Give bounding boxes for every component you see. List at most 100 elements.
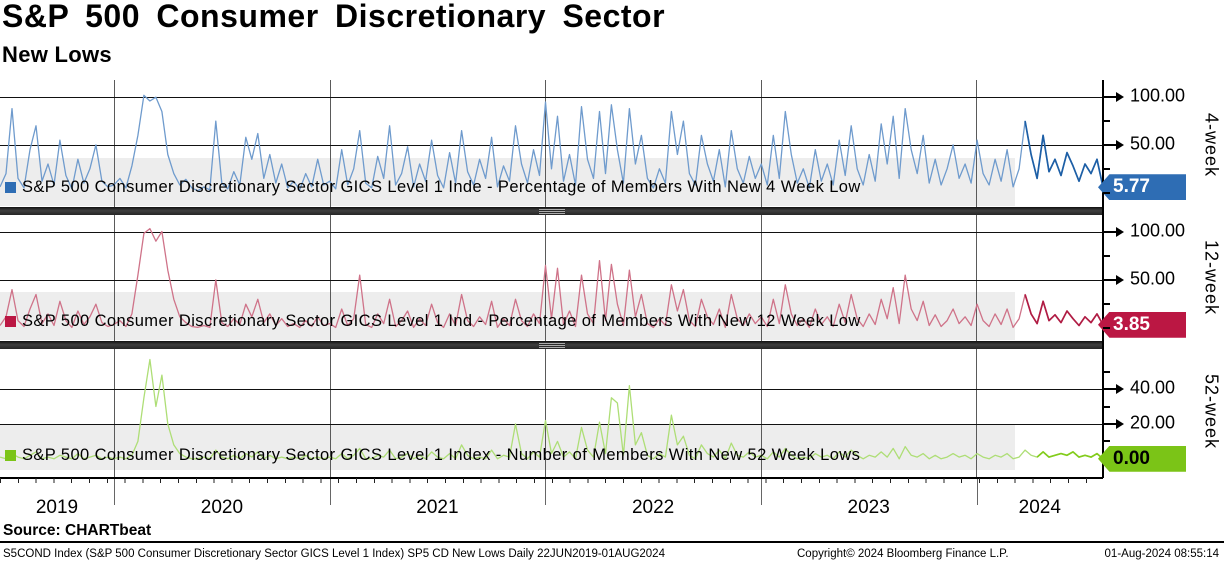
major-gridline — [0, 279, 1103, 281]
panel-divider-1[interactable] — [0, 207, 1103, 215]
panel-divider-2[interactable] — [0, 341, 1103, 349]
legend-4week: S&P 500 Consumer Discretionary Sector GI… — [5, 178, 861, 197]
footer-copyright: Copyright© 2024 Bloomberg Finance L.P. — [797, 548, 1009, 560]
x-axis-year-labels: 2019 2020 2021 2022 2023 2024 — [0, 497, 1103, 521]
y-axis-52week: 0.00 40.00 20.00 — [1098, 349, 1203, 478]
year-label: 2024 — [1018, 497, 1061, 518]
year-gridline — [760, 80, 762, 207]
y-axis-tick-label: 40.00 — [1130, 377, 1176, 398]
year-gridline — [545, 349, 547, 478]
footer-row: S5COND Index (S&P 500 Consumer Discretio… — [0, 545, 1224, 565]
year-tick — [760, 479, 762, 505]
series-line-52week-lows — [0, 358, 1103, 460]
year-gridline — [329, 80, 331, 207]
series-plot-12week — [0, 227, 1103, 329]
y-axis-minor-tick-icon — [1103, 254, 1110, 257]
panel-label-12week: 12-week — [1201, 240, 1222, 316]
year-label: 2021 — [416, 497, 459, 518]
panel-52week-plot[interactable]: S&P 500 Consumer Discretionary Sector GI… — [0, 349, 1103, 478]
year-gridline — [329, 349, 331, 478]
series-plot-4week — [0, 94, 1103, 192]
x-axis-minor-ticks — [0, 478, 1103, 483]
footer-timestamp: 01-Aug-2024 08:55:14 — [1104, 548, 1219, 560]
legend-label: S&P 500 Consumer Discretionary Sector GI… — [22, 312, 861, 330]
y-axis-minor-tick-icon — [1103, 191, 1110, 194]
y-axis-12week: 3.85 100.00 50.00 — [1098, 215, 1203, 341]
y-axis-tick-label: 20.00 — [1130, 412, 1176, 433]
y-axis-tick-label: 100.00 — [1130, 219, 1186, 240]
y-axis-tick-label: 100.00 — [1130, 85, 1186, 106]
y-axis-minor-tick-icon — [1103, 167, 1110, 170]
chart-title: S&P 500 Consumer Discretionary Sector — [2, 0, 666, 34]
series-line-4week-low-recent — [1024, 120, 1103, 188]
series-line-12week-low — [0, 227, 1103, 329]
x-axis-year-dividers — [0, 479, 1103, 505]
major-gridline — [0, 97, 1103, 99]
legend-marker-icon — [5, 316, 16, 327]
legend-52week: S&P 500 Consumer Discretionary Sector GI… — [5, 446, 860, 465]
y-axis-4week: 5.77 100.00 50.00 — [1098, 80, 1203, 207]
divider-grip-icon — [538, 342, 565, 348]
divider-grip-icon — [538, 208, 565, 214]
series-plot-52week — [0, 358, 1103, 460]
year-gridline — [760, 349, 762, 478]
year-gridline — [976, 349, 978, 478]
footer-divider — [0, 541, 1224, 543]
year-label: 2022 — [631, 497, 675, 518]
legend-label: S&P 500 Consumer Discretionary Sector GI… — [22, 178, 861, 196]
panel-12week-plot[interactable]: S&P 500 Consumer Discretionary Sector GI… — [0, 215, 1103, 341]
legend-band — [0, 292, 1015, 340]
year-gridline — [114, 215, 116, 341]
y-axis-minor-tick-icon — [1103, 327, 1110, 330]
last-value-tag-52week: 0.00 — [1098, 445, 1186, 472]
year-gridline — [545, 215, 547, 341]
series-line-52week-lows-recent — [1036, 451, 1103, 460]
year-gridline — [760, 215, 762, 341]
last-value-4week: 5.77 — [1113, 176, 1150, 198]
panel-label-4week: 4-week — [1201, 113, 1222, 178]
major-gridline — [0, 231, 1103, 233]
year-tick — [545, 479, 547, 505]
legend-band — [0, 158, 1015, 206]
chart-area: S&P 500 Consumer Discretionary Sector GI… — [0, 80, 1103, 478]
legend-band — [0, 425, 1015, 470]
last-value-12week: 3.85 — [1113, 313, 1150, 335]
series-line-12week-low-recent — [1024, 294, 1103, 327]
major-gridline — [0, 144, 1103, 146]
y-axis-minor-tick-icon — [1103, 120, 1110, 123]
y-axis-minor-tick-icon — [1103, 303, 1110, 306]
year-tick — [329, 479, 331, 505]
y-axis-tick-label: 50.00 — [1130, 268, 1176, 289]
legend-12week: S&P 500 Consumer Discretionary Sector GI… — [5, 312, 861, 331]
major-gridline — [0, 389, 1103, 391]
y-axis-major-tick-icon — [1103, 384, 1124, 395]
series-line-4week-low — [0, 94, 1103, 192]
year-tick — [976, 479, 978, 505]
gridline-layer — [0, 349, 1103, 478]
y-axis-minor-tick-icon — [1103, 440, 1110, 443]
year-gridline — [976, 215, 978, 341]
y-axis-column: 5.77 100.00 50.00 3.85 100.00 50.00 0.00 4… — [1098, 80, 1203, 478]
gridline-layer — [0, 215, 1103, 341]
legend-marker-icon — [5, 182, 16, 193]
last-value-52week: 0.00 — [1113, 447, 1150, 469]
major-gridline — [0, 424, 1103, 425]
footer-description: S5COND Index (S&P 500 Consumer Discretio… — [3, 548, 665, 560]
year-tick — [114, 479, 116, 505]
year-label: 2020 — [200, 497, 244, 518]
panel-4week-plot[interactable]: S&P 500 Consumer Discretionary Sector GI… — [0, 80, 1103, 207]
last-value-tag-12week: 3.85 — [1098, 311, 1186, 338]
year-gridline — [114, 349, 116, 478]
y-axis-major-tick-icon — [1103, 139, 1124, 150]
y-axis-tick-label: 50.00 — [1130, 133, 1176, 154]
y-axis-major-tick-icon — [1103, 92, 1124, 103]
y-axis-minor-tick-icon — [1103, 370, 1110, 373]
year-label: 2019 — [35, 497, 79, 518]
legend-marker-icon — [5, 450, 16, 461]
y-axis-major-tick-icon — [1103, 274, 1124, 285]
panel-label-52week: 52-week — [1201, 373, 1222, 450]
year-gridline — [114, 80, 116, 207]
y-axis-major-tick-icon — [1103, 226, 1124, 237]
y-axis-minor-tick-icon — [1103, 405, 1110, 408]
